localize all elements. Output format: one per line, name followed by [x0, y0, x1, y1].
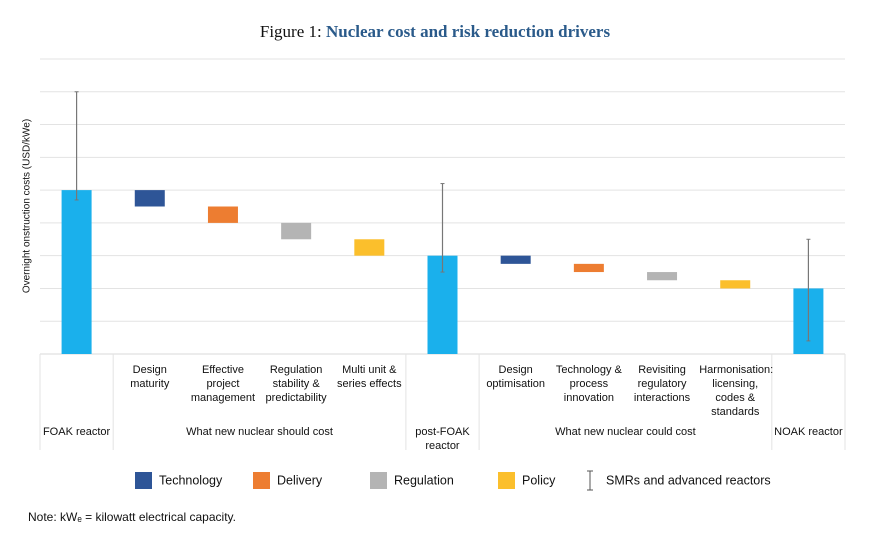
legend-label: Regulation	[394, 473, 454, 487]
x-tick-label: Regulation stability & predictability	[265, 364, 327, 404]
legend-swatch	[370, 472, 387, 489]
title-text: Nuclear cost and risk reduction drivers	[326, 22, 610, 41]
legend-swatch	[135, 472, 152, 489]
total-bar	[61, 190, 92, 354]
group-label: What new nuclear should cost	[186, 426, 333, 438]
driver-bar	[573, 263, 604, 273]
y-axis-label: Overnight onstruction costs (USD/kWe)	[22, 119, 33, 293]
chart-title: Figure 1: Nuclear cost and risk reductio…	[260, 22, 611, 41]
legend-label: Policy	[522, 473, 556, 487]
legend-label: Technology	[159, 473, 223, 487]
x-tick-label: Harmonisation: licensing, codes & standa…	[699, 364, 774, 418]
driver-bar	[500, 255, 531, 264]
driver-bar	[354, 239, 385, 256]
legend-swatch	[498, 472, 515, 489]
legend-label: Delivery	[277, 473, 323, 487]
x-tick-label: Design optimisation	[486, 364, 546, 390]
x-tick-label: Multi unit & series effects	[337, 364, 402, 390]
legend-swatch	[253, 472, 270, 489]
x-tick-label: Technology & process innovation	[555, 364, 622, 404]
group-label: What new nuclear could cost	[555, 426, 696, 438]
driver-bar	[134, 190, 165, 207]
note: Note: kWₑ = kilowatt electrical capacity…	[28, 510, 236, 524]
x-tick-label: Design maturity	[130, 364, 170, 390]
x-tick-label: Revisiting regulatory interactions	[633, 364, 691, 404]
driver-bar	[207, 206, 238, 223]
driver-bar	[647, 272, 678, 281]
group-label: FOAK reactor	[42, 426, 111, 438]
group-label: post-FOAK reactor	[415, 426, 470, 452]
group-label: NOAK reactor	[774, 426, 843, 438]
x-tick-label: Effective project management	[190, 364, 256, 404]
driver-bar	[281, 222, 312, 240]
title-label: Figure 1:	[260, 22, 322, 41]
legend-label: SMRs and advanced reactors	[606, 473, 771, 487]
driver-bar	[720, 280, 751, 289]
